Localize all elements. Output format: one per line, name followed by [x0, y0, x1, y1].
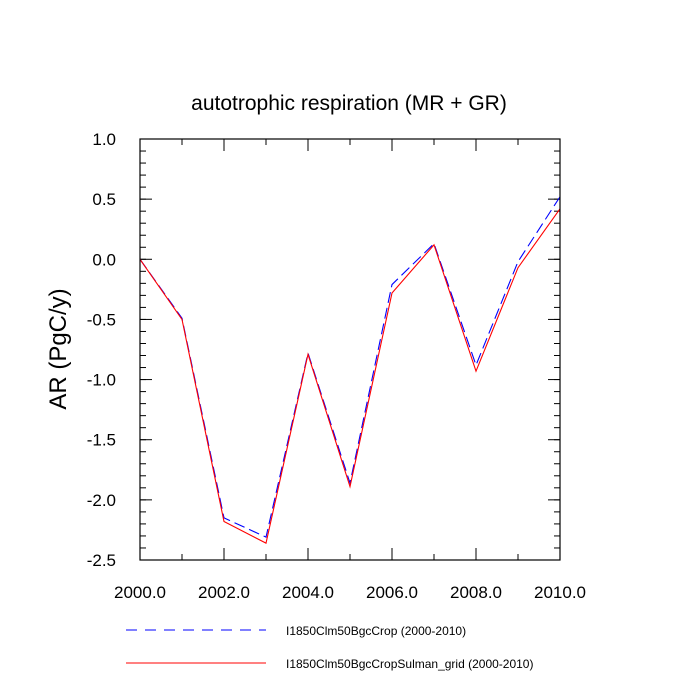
series-line-1 — [139, 196, 561, 538]
legend-label-1: I1850Clm50BgcCrop (2000-2010) — [286, 624, 466, 638]
y-tick-label: 1.0 — [92, 130, 116, 149]
chart-title: autotrophic respiration (MR + GR) — [191, 92, 507, 115]
x-tick-label: 2004.0 — [282, 583, 334, 602]
y-tick-label: -1.5 — [87, 431, 116, 450]
legend-label-2: I1850Clm50BgcCropSulman_grid (2000-2010) — [286, 657, 533, 671]
y-tick-label: 0.5 — [92, 190, 116, 209]
axis-ticks — [139, 138, 561, 561]
y-tick-label: -1.0 — [87, 371, 116, 390]
legend: I1850Clm50BgcCrop (2000-2010) I1850Clm50B… — [126, 624, 533, 671]
y-tick-label: -2.0 — [87, 491, 116, 510]
series-line-2 — [139, 208, 561, 544]
x-tick-label: 2000.0 — [114, 583, 166, 602]
y-tick-label: 0.0 — [92, 250, 116, 269]
tick-labels: 1.0 0.5 0.0 -0.5 -1.0 -1.5 -2.0 -2.5 2000.0 2002.… — [87, 130, 586, 602]
y-tick-label: -2.5 — [87, 551, 116, 570]
x-tick-label: 2006.0 — [366, 583, 418, 602]
x-tick-label: 2010.0 — [534, 583, 586, 602]
y-axis-label: AR (PgC/y) — [45, 288, 72, 409]
plot-lines — [139, 196, 561, 544]
plot-frame — [139, 138, 561, 561]
x-tick-label: 2002.0 — [198, 583, 250, 602]
y-tick-label: -0.5 — [87, 310, 116, 329]
x-tick-label: 2008.0 — [450, 583, 502, 602]
